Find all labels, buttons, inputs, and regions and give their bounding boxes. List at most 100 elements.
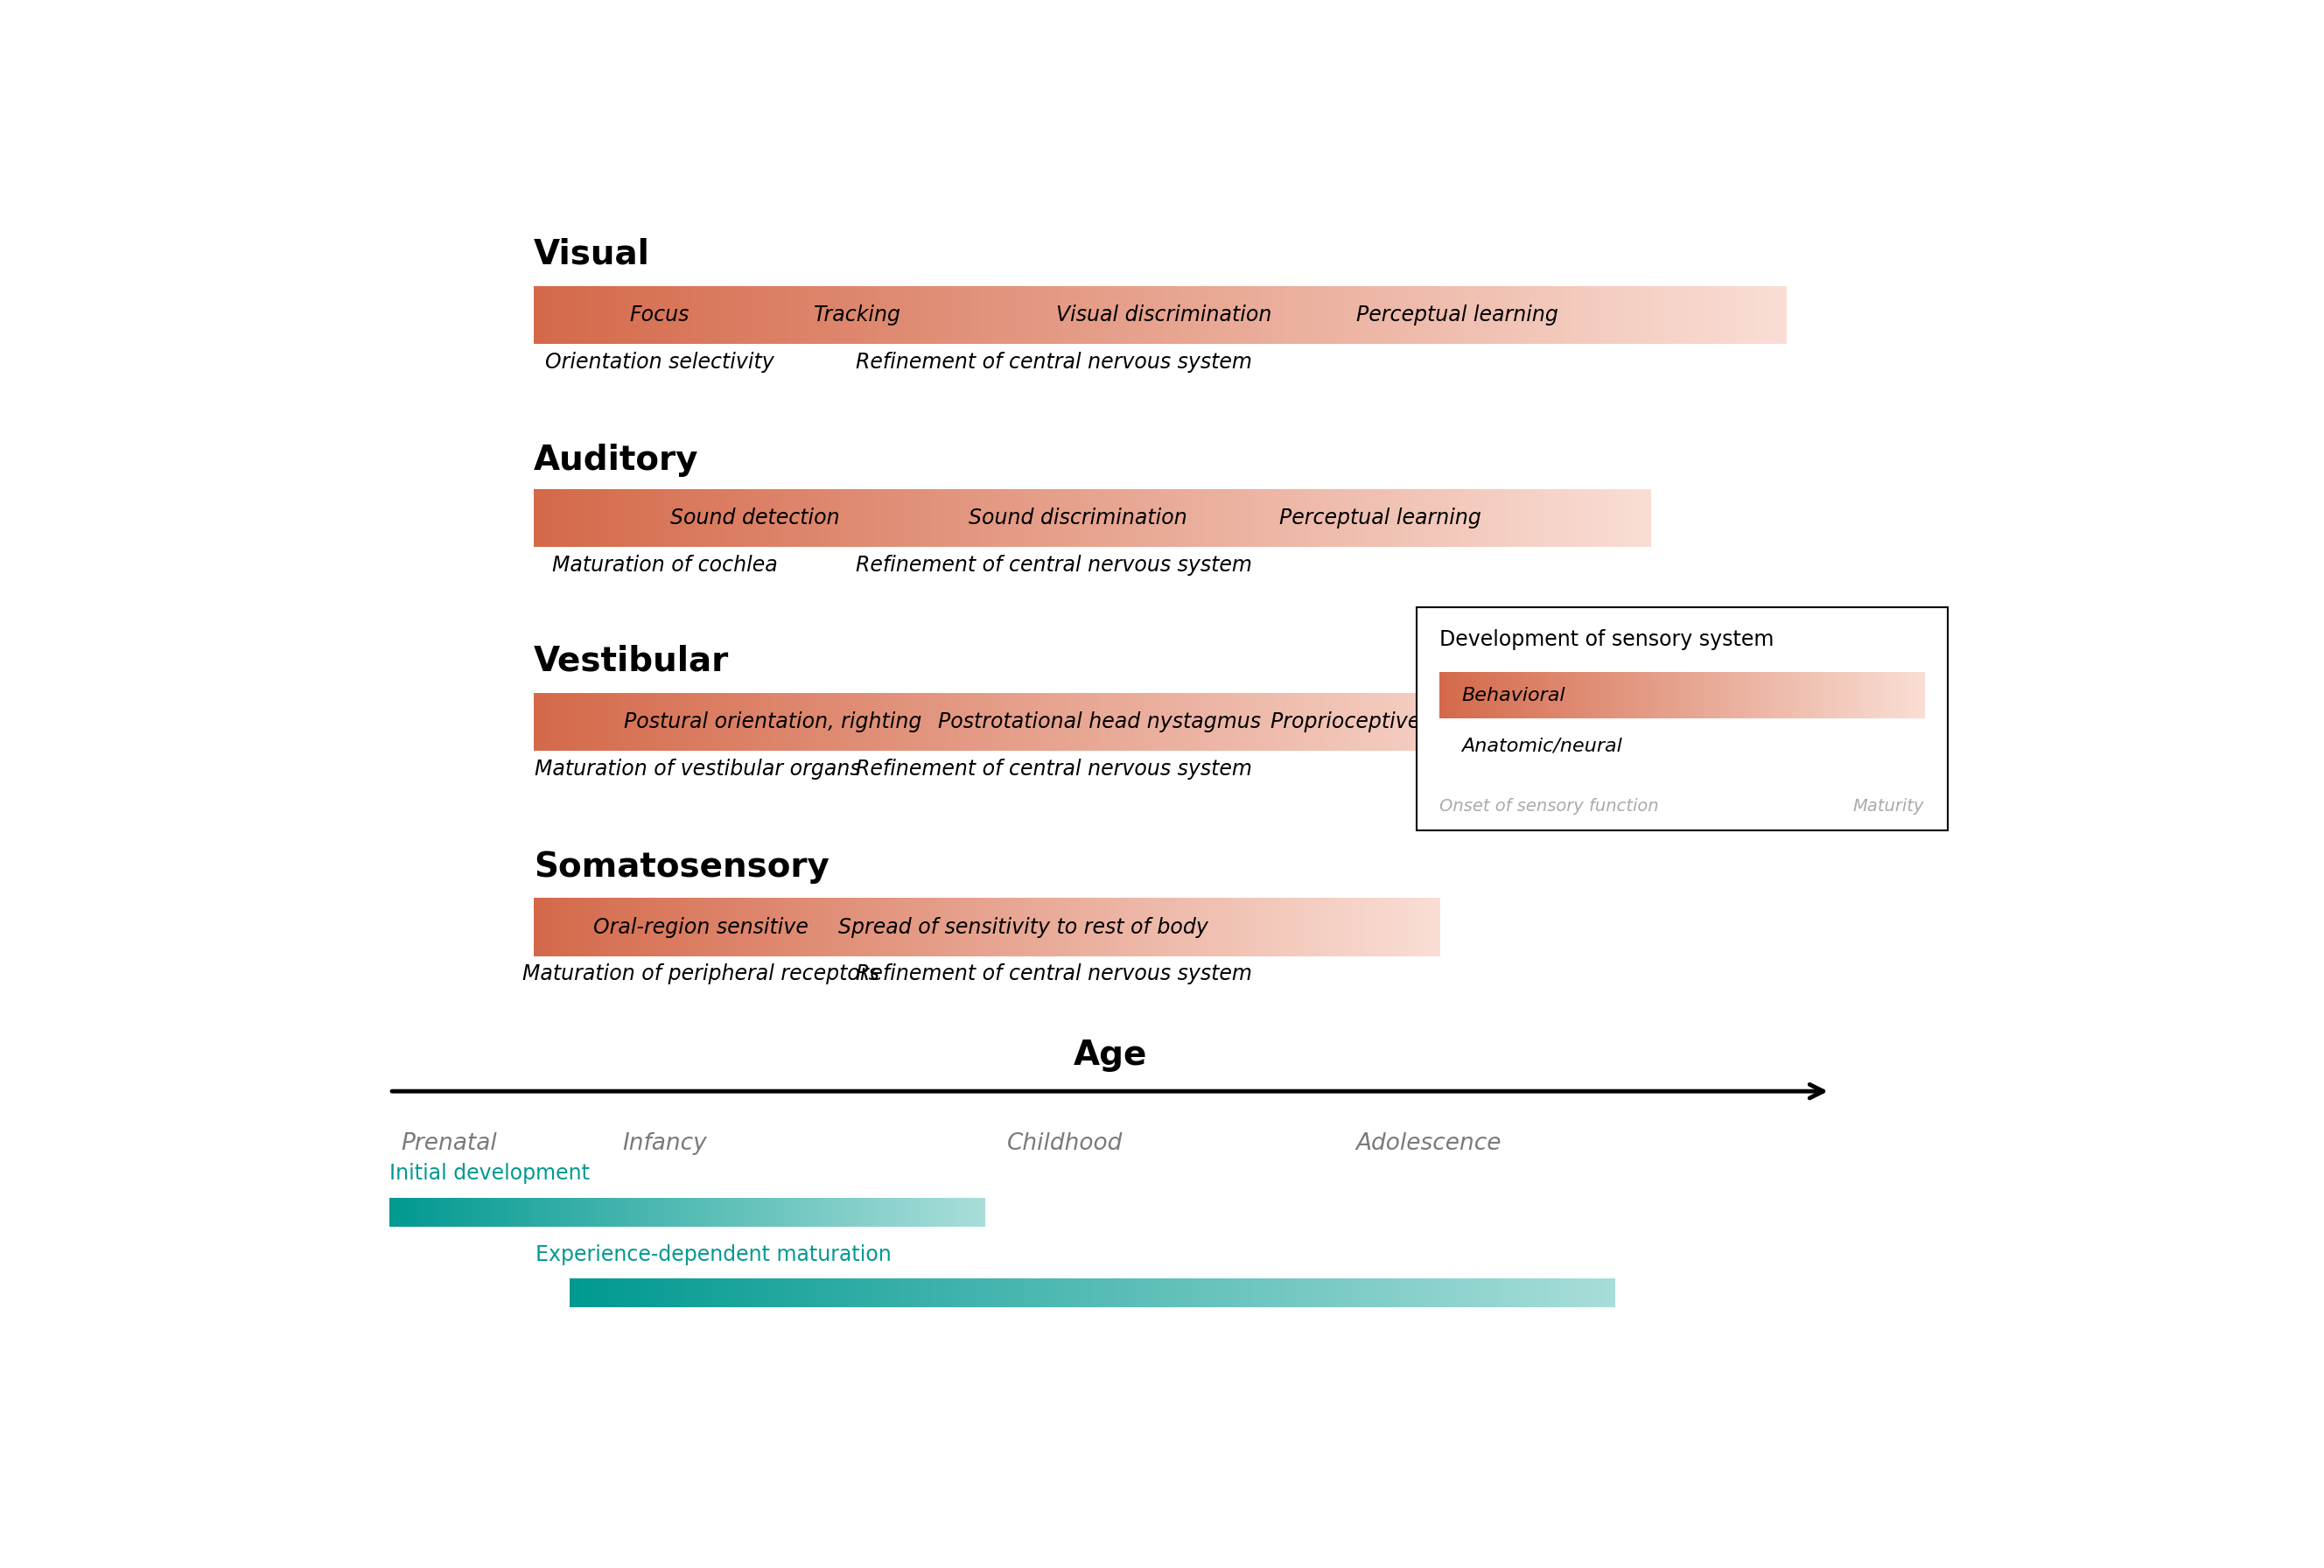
Bar [604, 489, 609, 547]
Bar [883, 898, 888, 956]
Bar [1143, 898, 1148, 956]
Bar [844, 1198, 846, 1226]
Bar [1508, 693, 1511, 751]
Bar [1002, 1278, 1006, 1308]
Bar [1441, 489, 1446, 547]
Bar [918, 1278, 923, 1308]
Bar [988, 285, 995, 343]
Bar [962, 489, 967, 547]
Bar [537, 693, 541, 751]
Bar [621, 898, 625, 956]
Bar [583, 1198, 586, 1226]
Bar [951, 1198, 953, 1226]
Bar [948, 898, 951, 956]
Bar [639, 1198, 641, 1226]
Bar [1267, 898, 1271, 956]
Bar [981, 285, 985, 343]
Bar [913, 1278, 918, 1308]
Bar [1160, 285, 1164, 343]
Bar [1385, 285, 1390, 343]
Bar [1497, 285, 1504, 343]
Bar [1134, 285, 1139, 343]
Bar [1157, 1278, 1162, 1308]
Bar [760, 1198, 762, 1226]
Bar [727, 898, 730, 956]
Text: Visual discrimination: Visual discrimination [1055, 304, 1271, 326]
Bar [590, 1198, 593, 1226]
Bar [651, 285, 655, 343]
Bar [1034, 898, 1039, 956]
Bar [693, 1278, 695, 1308]
Bar [1367, 1278, 1371, 1308]
Bar [1552, 673, 1555, 718]
Bar [734, 285, 739, 343]
Bar [1555, 1278, 1559, 1308]
Bar [1715, 673, 1717, 718]
Bar [1476, 489, 1480, 547]
Bar [769, 1278, 772, 1308]
Bar [560, 898, 565, 956]
Bar [555, 285, 560, 343]
Bar [788, 285, 792, 343]
Bar [862, 693, 867, 751]
Bar [737, 1278, 741, 1308]
Bar [762, 1278, 765, 1308]
Bar [792, 898, 797, 956]
Bar [748, 693, 753, 751]
Bar [960, 285, 964, 343]
Bar [1211, 1278, 1215, 1308]
Bar [858, 693, 862, 751]
Bar [1078, 898, 1081, 956]
Bar [927, 898, 930, 956]
Bar [823, 693, 827, 751]
Bar [983, 1278, 988, 1308]
Bar [1095, 489, 1099, 547]
Bar [595, 693, 600, 751]
Bar [1443, 285, 1448, 343]
Bar [878, 1198, 881, 1226]
Bar [820, 898, 825, 956]
Bar [862, 489, 867, 547]
Bar [400, 1198, 402, 1226]
Bar [985, 285, 990, 343]
Bar [1076, 693, 1081, 751]
Bar [1446, 693, 1450, 751]
Bar [683, 1198, 686, 1226]
Bar [1390, 489, 1394, 547]
Bar [418, 1198, 421, 1226]
Bar [700, 898, 704, 956]
Bar [1387, 1278, 1392, 1308]
Bar [1855, 673, 1857, 718]
Bar [1583, 489, 1587, 547]
Bar [755, 693, 760, 751]
Bar [1206, 285, 1211, 343]
Bar [1594, 1278, 1599, 1308]
Bar [1622, 285, 1627, 343]
Bar [1174, 489, 1178, 547]
Bar [909, 1198, 911, 1226]
Bar [839, 1198, 841, 1226]
Bar [1018, 898, 1020, 956]
Bar [772, 898, 776, 956]
Bar [1657, 673, 1659, 718]
Bar [1580, 673, 1583, 718]
Bar [1478, 673, 1480, 718]
Bar [1327, 489, 1332, 547]
Bar [872, 285, 876, 343]
Bar [1248, 1278, 1253, 1308]
Bar [1246, 898, 1250, 956]
Bar [725, 1198, 727, 1226]
Bar [709, 489, 713, 547]
Bar [813, 1278, 818, 1308]
Bar [725, 285, 730, 343]
Bar [1504, 673, 1506, 718]
Bar [1236, 898, 1241, 956]
Bar [1360, 1278, 1364, 1308]
Bar [1604, 673, 1606, 718]
Bar [1413, 285, 1420, 343]
Bar [1434, 898, 1439, 956]
Bar [1253, 489, 1257, 547]
Bar [1190, 285, 1195, 343]
Bar [941, 693, 946, 751]
Bar [1218, 285, 1222, 343]
